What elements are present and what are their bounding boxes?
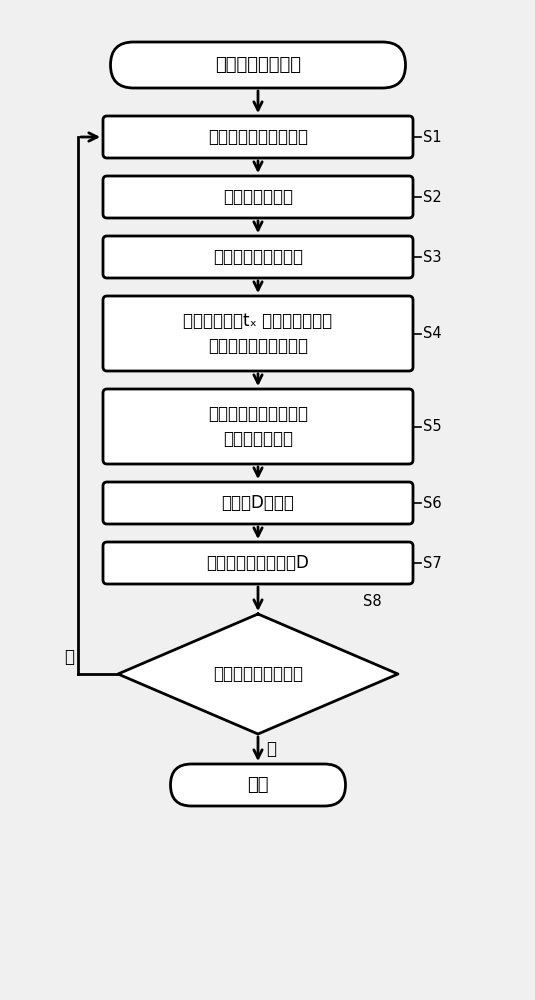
Text: 否: 否 (64, 648, 74, 666)
FancyBboxPatch shape (111, 42, 406, 88)
FancyBboxPatch shape (103, 296, 413, 371)
FancyBboxPatch shape (103, 389, 413, 464)
FancyBboxPatch shape (103, 542, 413, 584)
FancyBboxPatch shape (103, 236, 413, 278)
Text: 运算焊道切削带检测部
的焊道切削位置: 运算焊道切削带检测部 的焊道切削位置 (208, 405, 308, 448)
Text: S6: S6 (423, 495, 441, 510)
Polygon shape (118, 614, 398, 734)
FancyBboxPatch shape (171, 764, 346, 806)
Text: 将传感头驱动移动量D: 将传感头驱动移动量D (207, 554, 309, 572)
FancyBboxPatch shape (103, 116, 413, 158)
Text: 移动量D的算出: 移动量D的算出 (221, 494, 294, 512)
Text: S8: S8 (363, 594, 381, 609)
Text: S2: S2 (423, 190, 442, 205)
Text: S1: S1 (423, 129, 441, 144)
Text: 是: 是 (266, 740, 276, 758)
Text: 焊道切削位置的运算: 焊道切削位置的运算 (213, 248, 303, 266)
Text: 焊缝跟踪是否停止？: 焊缝跟踪是否停止？ (213, 665, 303, 683)
Text: S4: S4 (423, 326, 441, 341)
Text: 焊缝跟踪控制处理: 焊缝跟踪控制处理 (215, 56, 301, 74)
Text: 取得焊接焊缝的热图像: 取得焊接焊缝的热图像 (208, 128, 308, 146)
FancyBboxPatch shape (103, 176, 413, 218)
Text: S5: S5 (423, 419, 441, 434)
Text: S7: S7 (423, 556, 442, 570)
Text: S3: S3 (423, 249, 441, 264)
Text: 实施延迟时间tₓ 地输出焊缝位置
及焊道切削位置的数据: 实施延迟时间tₓ 地输出焊缝位置 及焊道切削位置的数据 (184, 312, 333, 355)
Text: 结束: 结束 (247, 776, 269, 794)
FancyBboxPatch shape (103, 482, 413, 524)
Text: 焊缝位置的运算: 焊缝位置的运算 (223, 188, 293, 206)
